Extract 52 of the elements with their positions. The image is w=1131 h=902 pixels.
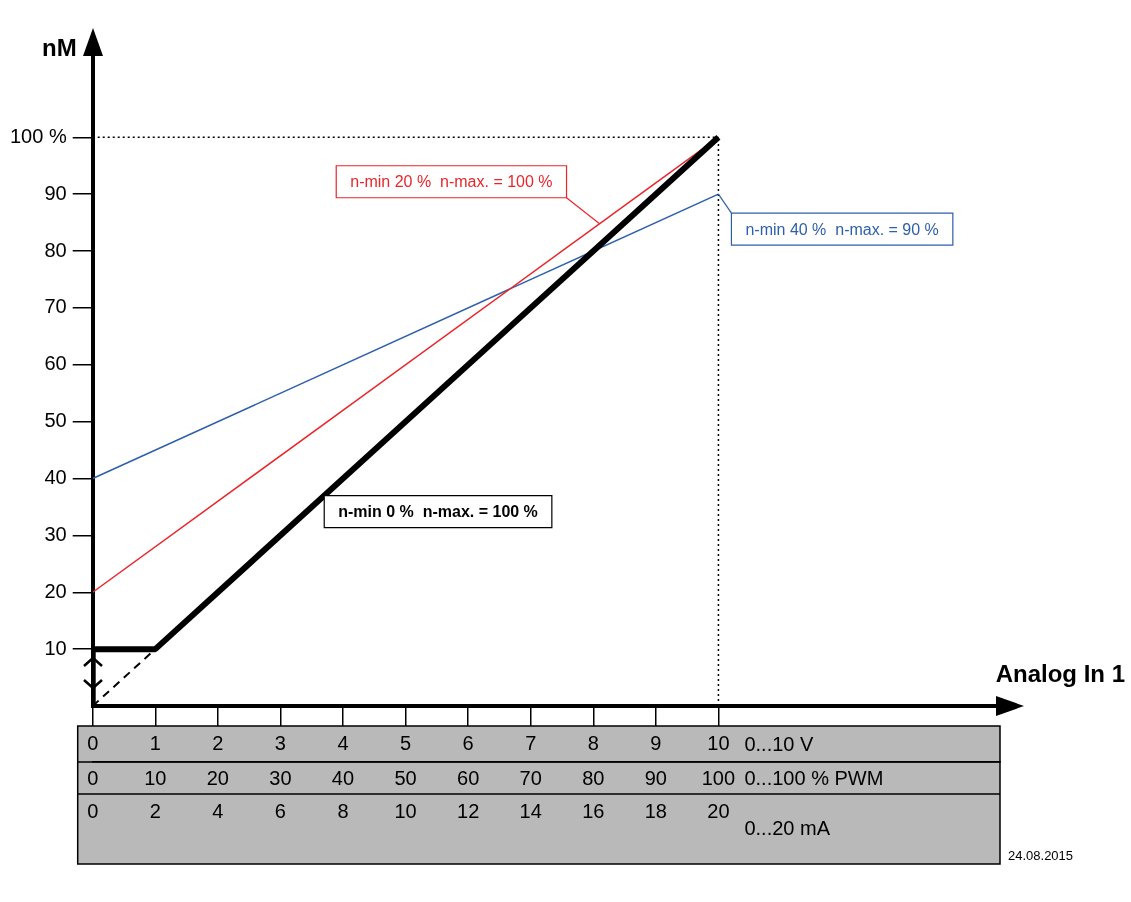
text: 10 [144,766,167,789]
text: 50 [394,766,417,789]
x-tick-label: 10 [707,731,730,754]
x-tick-label: 0 [87,731,99,754]
y-tick-label: 50 [44,409,67,432]
x-tick-label: 7 [525,731,537,754]
y-tick-label: 10 [44,636,67,659]
x2-tick-label: 12 [457,799,480,822]
x2-tick-label: 18 [644,799,667,822]
x2-tick-label: 20 [707,799,730,822]
text: 0...100 % PWM [744,766,884,789]
text: 90 [644,766,667,789]
x-tick-label: 4 [337,731,349,754]
x-tick-label: 1 [149,731,161,754]
y-tick-label: 60 [44,352,67,375]
x2-tick-label: 4 [212,799,224,822]
text: 24.08.2015 [1008,847,1074,863]
y-tick-label: 70 [44,295,67,318]
text: 20 [206,766,229,789]
x2-tick-label: 6 [274,799,286,822]
x2-tick-label: 14 [519,799,542,822]
text: 70 [519,766,542,789]
text: 60 [457,766,480,789]
series-label: n-min 0 % n-max. = 100 % [338,502,538,520]
y-tick-label: 30 [44,522,67,545]
x-axis-title: Analog In 1 [995,660,1125,687]
x2-tick-label: 10 [394,799,417,822]
text: 40 [331,766,355,789]
y-axis-title: nM [42,34,77,61]
text: n-min 20 % n-max. = 100 % [350,173,553,191]
x2-tick-label: 8 [337,799,349,822]
x-tick-label: 9 [650,731,662,754]
text: 0 [87,766,99,789]
y-tick-label: 100 % [9,124,67,147]
x2-tick-label: 0 [87,799,99,822]
x-tick-label: 6 [462,731,474,754]
text: 100 [701,766,736,789]
text: 30 [269,766,292,789]
x-tick-label: 8 [587,731,599,754]
text: n-min 40 % n-max. = 90 % [745,220,939,238]
y-tick-label: 20 [44,579,67,602]
y-tick-label: 90 [44,181,67,204]
x-tick-label: 2 [212,731,224,754]
y-tick-label: 80 [44,238,67,261]
x2-tick-label: 2 [149,799,161,822]
text: 80 [582,766,605,789]
x-tick-label: 3 [274,731,286,754]
x2-tick-label: 16 [582,799,605,822]
y-tick-label: 40 [44,466,67,489]
text: 0...20 mA [744,816,831,839]
text: 0...10 V [744,732,815,755]
x-tick-label: 5 [400,731,412,754]
